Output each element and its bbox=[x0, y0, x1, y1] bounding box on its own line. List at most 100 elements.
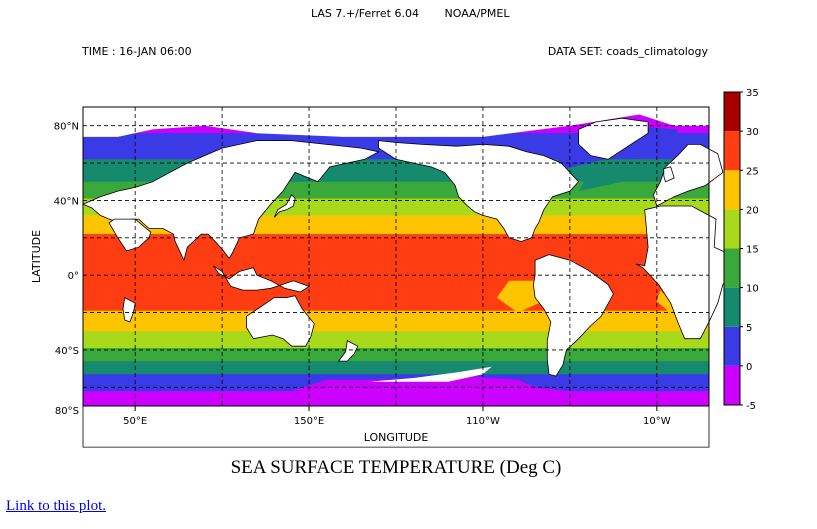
y-tick-label: 80°N bbox=[54, 122, 79, 133]
sst-band bbox=[83, 194, 709, 198]
antarctic-cold-band bbox=[83, 376, 709, 406]
sst-band bbox=[83, 370, 709, 373]
sst-band bbox=[83, 189, 709, 192]
sst-band bbox=[83, 252, 709, 256]
greenland bbox=[578, 117, 649, 160]
sst-band bbox=[83, 377, 709, 381]
dataset-label: DATA SET: coads_climatology bbox=[548, 45, 709, 58]
time-label: TIME : 16-JAN 06:00 bbox=[81, 45, 192, 58]
sst-band bbox=[83, 187, 709, 190]
sst-band bbox=[83, 140, 709, 144]
sst-band bbox=[83, 306, 709, 310]
sst-band bbox=[83, 138, 709, 142]
sst-band bbox=[83, 329, 709, 332]
colorbar-swatch bbox=[724, 287, 740, 327]
australia bbox=[246, 295, 315, 347]
north-atlantic-mid bbox=[578, 159, 671, 192]
africa bbox=[635, 205, 736, 340]
sst-band bbox=[83, 230, 709, 233]
sst-band bbox=[83, 278, 709, 282]
colorbar-label: 20 bbox=[746, 205, 759, 216]
plot-frame bbox=[82, 106, 710, 407]
sst-map-svg: LAS 7.+/Ferret 6.04 NOAA/PMEL TIME : 16-JA… bbox=[30, 7, 759, 478]
sst-band bbox=[83, 245, 709, 248]
colorbar-swatch bbox=[724, 326, 740, 366]
sst-band bbox=[83, 271, 709, 274]
uk bbox=[663, 166, 675, 183]
colorbar-label: 25 bbox=[746, 166, 759, 177]
colorbar-label: 15 bbox=[746, 245, 759, 256]
sst-band bbox=[83, 301, 709, 304]
sst-band bbox=[83, 207, 709, 211]
colorbar-swatch bbox=[724, 209, 740, 249]
sst-band bbox=[83, 196, 709, 200]
sst-band bbox=[83, 168, 709, 172]
sst-band bbox=[83, 363, 709, 366]
arabia bbox=[108, 218, 152, 252]
x-tick-label: 110°W bbox=[466, 416, 500, 427]
x-tick-label: 10°W bbox=[643, 416, 671, 427]
y-tick-label: 80°S bbox=[55, 406, 79, 417]
europe bbox=[652, 143, 724, 207]
sst-band bbox=[83, 265, 709, 269]
sst-band bbox=[83, 321, 709, 325]
sst-band bbox=[83, 320, 709, 323]
sst-band bbox=[83, 166, 709, 170]
sst-band bbox=[83, 293, 709, 297]
sst-band bbox=[83, 292, 709, 295]
sst-band bbox=[83, 349, 709, 353]
colorbar-label: 30 bbox=[746, 127, 759, 138]
sst-band bbox=[83, 209, 709, 213]
colorbar-swatch bbox=[724, 170, 740, 210]
colorbar-label: 35 bbox=[746, 88, 759, 99]
sst-band bbox=[83, 243, 709, 246]
sst-band bbox=[83, 159, 709, 162]
sst-band bbox=[83, 217, 709, 220]
colorbar-label: 0 bbox=[746, 362, 752, 373]
sst-band bbox=[83, 334, 709, 338]
colorbar-swatch bbox=[724, 365, 740, 405]
y-tick-label: 40°N bbox=[54, 196, 79, 207]
software-label: LAS 7.+/Ferret 6.04 bbox=[311, 7, 419, 20]
sst-band bbox=[83, 235, 709, 239]
cold-tongue bbox=[496, 280, 539, 313]
x-tick-label: 50°E bbox=[123, 416, 147, 427]
colorbar-label: 5 bbox=[746, 323, 752, 334]
sst-band bbox=[83, 273, 709, 276]
colorbar-swatch bbox=[724, 248, 740, 288]
sst-band bbox=[83, 355, 709, 359]
sst-band bbox=[83, 299, 709, 302]
y-tick-label: 0° bbox=[68, 271, 79, 282]
sst-band bbox=[83, 348, 709, 351]
sst-band bbox=[83, 179, 709, 183]
plot-figure: LAS 7.+/Ferret 6.04 NOAA/PMEL TIME : 16-JA… bbox=[30, 7, 759, 478]
sst-band bbox=[83, 286, 709, 289]
sst-band bbox=[83, 215, 709, 218]
sst-band bbox=[83, 342, 709, 345]
south-america bbox=[532, 254, 614, 377]
sst-band bbox=[83, 222, 709, 226]
x-axis-label: LONGITUDE bbox=[364, 431, 429, 444]
sst-band bbox=[83, 357, 709, 360]
indonesia bbox=[213, 265, 311, 293]
plot-link[interactable]: Link to this plot. bbox=[6, 498, 107, 514]
org-label: NOAA/PMEL bbox=[445, 7, 511, 20]
sea-ice-patch bbox=[369, 366, 492, 382]
sst-band bbox=[83, 202, 709, 205]
colorbar-swatch bbox=[724, 92, 740, 132]
sst-band bbox=[83, 263, 709, 267]
y-axis-label: LATITUDE bbox=[30, 230, 43, 283]
y-tick-label: 40°S bbox=[55, 346, 79, 357]
sst-band bbox=[83, 224, 709, 228]
colorbar-swatch bbox=[724, 131, 740, 171]
sst-band bbox=[83, 181, 709, 185]
sst-band bbox=[83, 376, 709, 379]
sst-band bbox=[83, 250, 709, 254]
colorbar-label: 10 bbox=[746, 284, 759, 295]
colorbar-label: -5 bbox=[746, 401, 756, 412]
sst-band bbox=[83, 327, 709, 330]
new-zealand bbox=[337, 339, 359, 362]
sst-band bbox=[83, 174, 709, 177]
x-tick-label: 150°E bbox=[294, 416, 324, 427]
sst-band bbox=[83, 314, 709, 317]
